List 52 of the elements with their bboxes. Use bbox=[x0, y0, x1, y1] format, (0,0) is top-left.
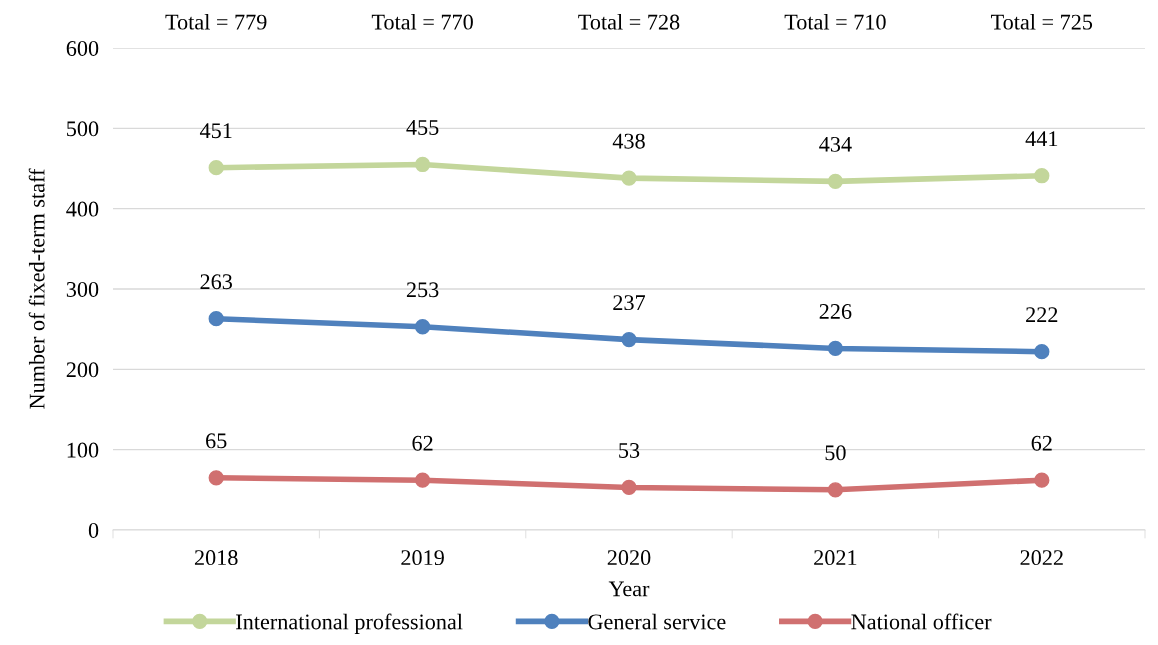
data-label: 237 bbox=[613, 295, 646, 311]
x-tick-label: 2022 bbox=[1020, 550, 1063, 566]
y-tick-label: 100 bbox=[67, 442, 99, 458]
point bbox=[621, 331, 637, 348]
text: Total = 779 bbox=[165, 13, 267, 30]
y-tick-label: 600 bbox=[66, 40, 99, 56]
data-label: 441 bbox=[1025, 131, 1058, 146]
point bbox=[208, 160, 224, 176]
point bbox=[827, 340, 844, 357]
legend-label: General service bbox=[588, 613, 726, 630]
text: Total = 770 bbox=[371, 13, 473, 30]
point bbox=[208, 470, 224, 486]
point bbox=[414, 472, 431, 488]
data-label: 451 bbox=[199, 123, 232, 139]
point bbox=[208, 311, 224, 327]
y-tick-label: 300 bbox=[66, 281, 99, 297]
data-label: 438 bbox=[612, 133, 645, 149]
point bbox=[621, 170, 637, 186]
point bbox=[621, 479, 637, 496]
data-label: 222 bbox=[1026, 307, 1058, 322]
legend-label: National officer bbox=[851, 613, 992, 630]
y-tick-label: 500 bbox=[67, 121, 99, 137]
y-tick-label: 400 bbox=[66, 201, 99, 217]
data-label: 50 bbox=[825, 445, 846, 461]
x-tick-label: 2019 bbox=[401, 550, 444, 566]
x-axis-title: Year bbox=[608, 581, 650, 597]
text: Total = 710 bbox=[784, 13, 886, 30]
data-label: 62 bbox=[1031, 435, 1052, 451]
data-label: 455 bbox=[406, 120, 439, 135]
y-axis-title: Number of fixed-term staff bbox=[28, 168, 45, 409]
point bbox=[1034, 344, 1050, 360]
data-label: 65 bbox=[206, 433, 227, 449]
point bbox=[827, 482, 844, 498]
data-label: 62 bbox=[412, 435, 433, 451]
data-label: 263 bbox=[200, 274, 232, 290]
data-label: 53 bbox=[619, 442, 640, 458]
point bbox=[414, 319, 431, 335]
data-label: 434 bbox=[819, 136, 852, 152]
x-tick-label: 2021 bbox=[814, 550, 857, 566]
legend-label: International professional bbox=[236, 613, 463, 634]
point bbox=[827, 173, 844, 189]
data-label: 253 bbox=[406, 282, 439, 298]
y-tick-label: 0 bbox=[88, 522, 99, 538]
y-tick-label: 200 bbox=[66, 362, 99, 378]
text: Total = 728 bbox=[578, 13, 680, 30]
point bbox=[414, 156, 431, 173]
point bbox=[1034, 472, 1050, 488]
x-tick-label: 2018 bbox=[194, 550, 238, 566]
point bbox=[1034, 168, 1050, 184]
data-label: 226 bbox=[819, 304, 852, 319]
x-tick-label: 2020 bbox=[607, 550, 651, 566]
text: Total = 725 bbox=[991, 13, 1093, 30]
